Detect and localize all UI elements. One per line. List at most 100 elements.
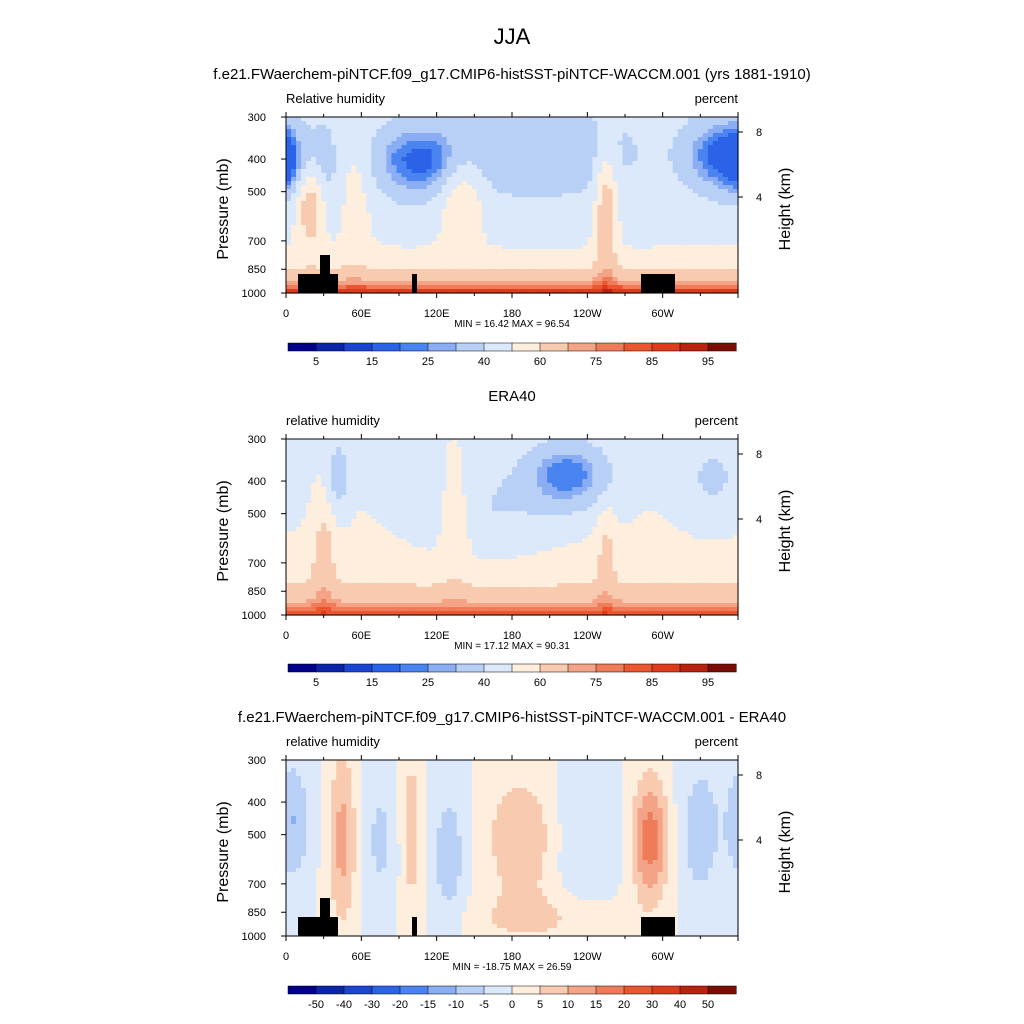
heatmap-cell bbox=[607, 217, 614, 222]
heatmap-cell bbox=[652, 165, 659, 170]
heatmap-cell bbox=[406, 281, 413, 286]
heatmap-cell bbox=[642, 229, 649, 234]
heatmap-cell bbox=[351, 595, 357, 600]
heatmap-cell bbox=[607, 141, 614, 146]
heatmap-cell bbox=[451, 201, 458, 206]
heatmap-cell bbox=[662, 185, 669, 190]
heatmap-cell bbox=[356, 587, 362, 592]
heatmap-cell bbox=[542, 133, 548, 138]
heatmap-cell bbox=[296, 181, 302, 186]
heatmap-cell bbox=[567, 241, 573, 246]
heatmap-cell bbox=[532, 145, 538, 150]
heatmap-cell bbox=[486, 225, 493, 230]
heatmap-cell bbox=[707, 245, 714, 250]
heatmap-cell bbox=[537, 117, 543, 122]
heatmap-cell bbox=[592, 121, 598, 126]
heatmap-cell bbox=[592, 165, 598, 170]
heatmap-cell bbox=[346, 137, 352, 142]
heatmap-cell bbox=[466, 173, 473, 178]
heatmap-cell bbox=[662, 261, 669, 266]
heatmap-cell bbox=[496, 145, 503, 150]
heatmap-cell bbox=[517, 145, 523, 150]
heatmap-cell bbox=[296, 471, 302, 476]
heatmap-cell bbox=[286, 205, 292, 210]
heatmap-cell bbox=[321, 571, 327, 576]
heatmap-cell bbox=[552, 269, 558, 274]
heatmap-cell bbox=[346, 253, 352, 258]
colorbar-swatch bbox=[539, 342, 569, 352]
heatmap-cell bbox=[547, 189, 553, 194]
heatmap-cell bbox=[366, 451, 372, 456]
heatmap-cell bbox=[401, 249, 408, 254]
heatmap-cell bbox=[542, 157, 548, 162]
heatmap-cell bbox=[602, 149, 609, 154]
heatmap-cell bbox=[346, 447, 352, 452]
heatmap-cell bbox=[697, 133, 704, 138]
heatmap-cell bbox=[501, 237, 508, 242]
heatmap-cell bbox=[306, 157, 312, 162]
heatmap-cell bbox=[381, 591, 388, 596]
heatmap-cell bbox=[456, 233, 463, 238]
heatmap-cell bbox=[416, 133, 423, 138]
heatmap-cell bbox=[481, 145, 488, 150]
heatmap-cell bbox=[697, 217, 704, 222]
heatmap-cell bbox=[722, 189, 729, 194]
heatmap-cell bbox=[582, 277, 588, 282]
heatmap-cell bbox=[662, 177, 669, 182]
heatmap-cell bbox=[461, 197, 468, 202]
heatmap-cell bbox=[577, 161, 583, 166]
heatmap-cell bbox=[406, 265, 413, 270]
heatmap-cell bbox=[301, 177, 307, 182]
heatmap-cell bbox=[682, 149, 689, 154]
heatmap-cell bbox=[381, 587, 388, 592]
heatmap-cell bbox=[557, 157, 563, 162]
heatmap-cell bbox=[296, 149, 302, 154]
heatmap-cell bbox=[727, 285, 734, 290]
heatmap-cell bbox=[326, 607, 332, 612]
heatmap-cell bbox=[622, 261, 629, 266]
heatmap-cell bbox=[371, 133, 377, 138]
heatmap-cell bbox=[557, 289, 563, 294]
heatmap-cell bbox=[577, 137, 583, 142]
heatmap-cell bbox=[501, 161, 508, 166]
heatmap-cell bbox=[466, 249, 473, 254]
heatmap-cell bbox=[441, 237, 448, 242]
heatmap-cell bbox=[542, 241, 548, 246]
heatmap-cell bbox=[456, 193, 463, 198]
heatmap-cell bbox=[286, 455, 292, 460]
heatmap-cell bbox=[321, 125, 327, 130]
heatmap-cell bbox=[587, 197, 593, 202]
heatmap-cell bbox=[662, 257, 669, 262]
heatmap-cell bbox=[311, 169, 317, 174]
heatmap-cell bbox=[622, 281, 629, 286]
heatmap-cell bbox=[527, 129, 533, 134]
heatmap-cell bbox=[557, 173, 563, 178]
heatmap-cell bbox=[361, 583, 367, 588]
heatmap-cell bbox=[572, 117, 578, 122]
heatmap-cell bbox=[732, 225, 739, 230]
heatmap-cell bbox=[391, 229, 398, 234]
heatmap-cell bbox=[712, 157, 719, 162]
heatmap-cell bbox=[512, 165, 518, 170]
heatmap-cell bbox=[732, 253, 739, 258]
heatmap-cell bbox=[577, 173, 583, 178]
heatmap-cell bbox=[707, 221, 714, 226]
heatmap-cell bbox=[496, 161, 503, 166]
heatmap-cell bbox=[517, 277, 523, 282]
heatmap-cell bbox=[722, 173, 729, 178]
heatmap-cell bbox=[411, 129, 418, 134]
heatmap-cell bbox=[572, 149, 578, 154]
heatmap-cell bbox=[677, 281, 684, 286]
heatmap-cell bbox=[381, 475, 388, 480]
heatmap-cell bbox=[296, 491, 302, 496]
heatmap-cell bbox=[351, 117, 357, 122]
heatmap-cell bbox=[416, 185, 423, 190]
heatmap-cell bbox=[326, 563, 332, 568]
heatmap-cell bbox=[326, 519, 332, 524]
heatmap-cell bbox=[717, 205, 724, 210]
heatmap-cell bbox=[331, 519, 337, 524]
heatmap-cell bbox=[597, 169, 603, 174]
heatmap-cell bbox=[617, 189, 624, 194]
heatmap-cell bbox=[622, 241, 629, 246]
heatmap-cell bbox=[682, 189, 689, 194]
